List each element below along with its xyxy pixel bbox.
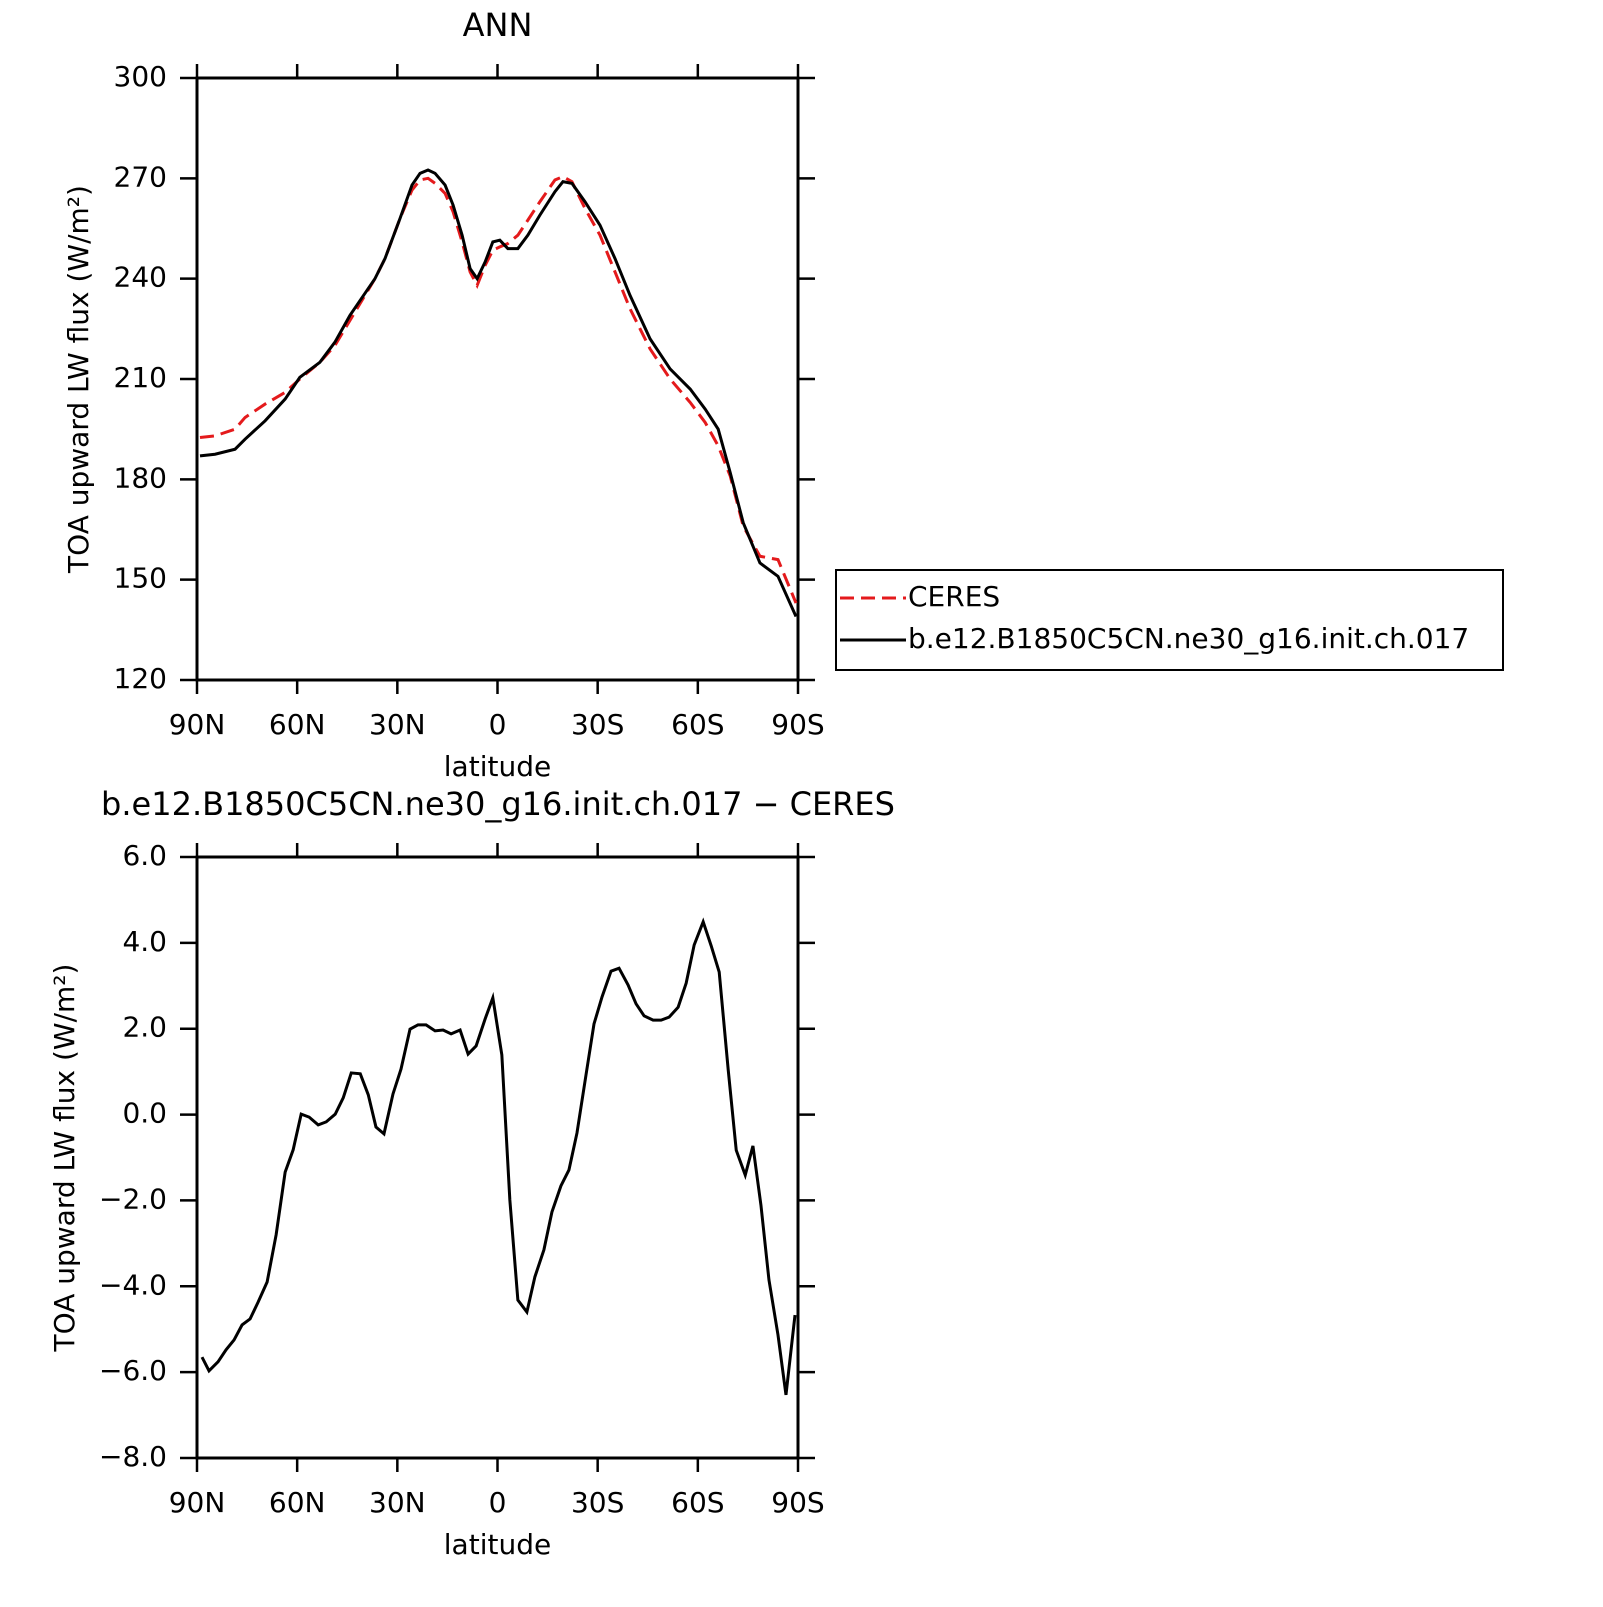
legend-label: CERES xyxy=(908,580,1000,613)
chart-title: ANN xyxy=(463,6,533,44)
x-tick-label: 90S xyxy=(771,1486,824,1519)
y-tick-label: 2.0 xyxy=(122,1011,167,1044)
y-tick-label: −6.0 xyxy=(99,1354,167,1387)
plot-frame xyxy=(195,76,800,682)
y-tick-label: 6.0 xyxy=(122,839,167,872)
y-tick-label: −2.0 xyxy=(99,1182,167,1215)
x-tick-label: 60N xyxy=(269,708,326,741)
x-tick-label: 60N xyxy=(269,1486,326,1519)
y-tick-label: 0.0 xyxy=(122,1097,167,1130)
data-line xyxy=(200,917,797,1396)
y-tick-label: 4.0 xyxy=(122,925,167,958)
x-tick-label: 30S xyxy=(571,708,624,741)
data-line xyxy=(199,168,798,618)
x-tick-label: 30S xyxy=(571,1486,624,1519)
y-tick-label: 120 xyxy=(114,662,167,695)
legend-label: b.e12.B1850C5CN.ne30_g16.init.ch.017 xyxy=(908,622,1469,655)
x-tick-label: 30N xyxy=(369,708,426,741)
x-tick-label: 0 xyxy=(489,1486,507,1519)
y-axis-label: TOA upward LW flux (W/m²) xyxy=(48,964,81,1353)
plot-frame xyxy=(195,855,800,1460)
chart-title: b.e12.B1850C5CN.ne30_g16.init.ch.017 − C… xyxy=(101,785,895,823)
y-tick-label: 300 xyxy=(114,60,167,93)
x-tick-label: 90N xyxy=(169,708,226,741)
x-axis-label: latitude xyxy=(444,750,551,783)
y-tick-label: 150 xyxy=(114,562,167,595)
y-tick-label: 210 xyxy=(114,361,167,394)
y-tick-label: −4.0 xyxy=(99,1268,167,1301)
x-tick-label: 30N xyxy=(369,1486,426,1519)
y-tick-label: 270 xyxy=(114,160,167,193)
y-axis-label: TOA upward LW flux (W/m²) xyxy=(62,185,95,574)
x-tick-label: 90N xyxy=(169,1486,226,1519)
x-tick-label: 0 xyxy=(489,708,507,741)
legend-box xyxy=(835,569,1504,671)
x-axis-label: latitude xyxy=(444,1528,551,1561)
x-tick-label: 60S xyxy=(671,708,724,741)
x-tick-label: 90S xyxy=(771,708,824,741)
y-tick-label: 180 xyxy=(114,461,167,494)
x-tick-label: 60S xyxy=(671,1486,724,1519)
y-tick-label: 240 xyxy=(114,261,167,294)
y-tick-label: −8.0 xyxy=(99,1440,167,1473)
